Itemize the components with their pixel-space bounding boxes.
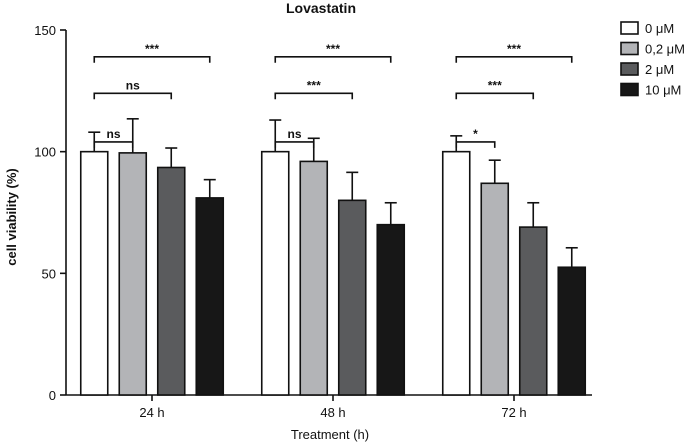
bars <box>79 118 587 396</box>
axes: 0 50 100 150 24 h 48 h 72 h <box>34 23 592 420</box>
y-tick-label: 0 <box>49 388 56 403</box>
bar <box>195 197 225 396</box>
bar <box>79 150 109 396</box>
legend-label: 2 μM <box>645 62 674 77</box>
significance-label: ns <box>287 127 301 141</box>
significance-bracket <box>455 92 535 100</box>
bar <box>260 150 290 396</box>
significance-label: ns <box>126 78 140 92</box>
legend-swatch <box>620 82 639 97</box>
bar <box>299 160 329 396</box>
bar <box>118 152 148 396</box>
significance-label: *** <box>507 42 521 56</box>
legend-swatch <box>620 62 639 76</box>
significance-label: * <box>473 127 478 141</box>
significance-bracket <box>455 55 573 63</box>
bar <box>441 150 471 396</box>
bar <box>376 223 406 396</box>
significance-bracket <box>93 141 134 148</box>
significance-label: *** <box>326 42 340 56</box>
significance-bracket <box>93 55 211 63</box>
significance-bracket <box>455 141 496 148</box>
significance-label: ns <box>106 127 120 141</box>
y-axis-label: cell viability (%) <box>4 168 19 266</box>
legend-swatch <box>620 41 639 56</box>
significance-bracket <box>274 141 315 148</box>
chart-title: Lovastatin <box>286 0 356 16</box>
legend-label: 0 μM <box>645 21 674 36</box>
x-tick-label: 48 h <box>320 405 345 420</box>
bar <box>480 182 510 396</box>
bar <box>518 226 548 396</box>
x-axis-label: Treatment (h) <box>291 427 369 442</box>
x-tick-label: 72 h <box>501 405 526 420</box>
significance-bracket <box>274 92 354 100</box>
significance-bracket <box>274 55 392 63</box>
bar <box>337 199 367 396</box>
significance-label: *** <box>307 78 321 92</box>
significance-label: *** <box>488 78 502 92</box>
y-tick-label: 150 <box>34 23 56 38</box>
legend: 0 μM 0,2 μM 2 μM 10 μM <box>620 21 685 98</box>
y-tick-label: 100 <box>34 145 56 160</box>
significance-label: *** <box>145 42 159 56</box>
legend-label: 0,2 μM <box>645 42 685 57</box>
legend-label: 10 μM <box>645 83 681 98</box>
x-tick-label: 24 h <box>139 405 164 420</box>
bar <box>557 266 587 396</box>
y-tick-label: 50 <box>42 266 56 281</box>
significance-bracket <box>93 92 173 100</box>
bar <box>156 166 186 396</box>
legend-swatch <box>620 21 639 35</box>
